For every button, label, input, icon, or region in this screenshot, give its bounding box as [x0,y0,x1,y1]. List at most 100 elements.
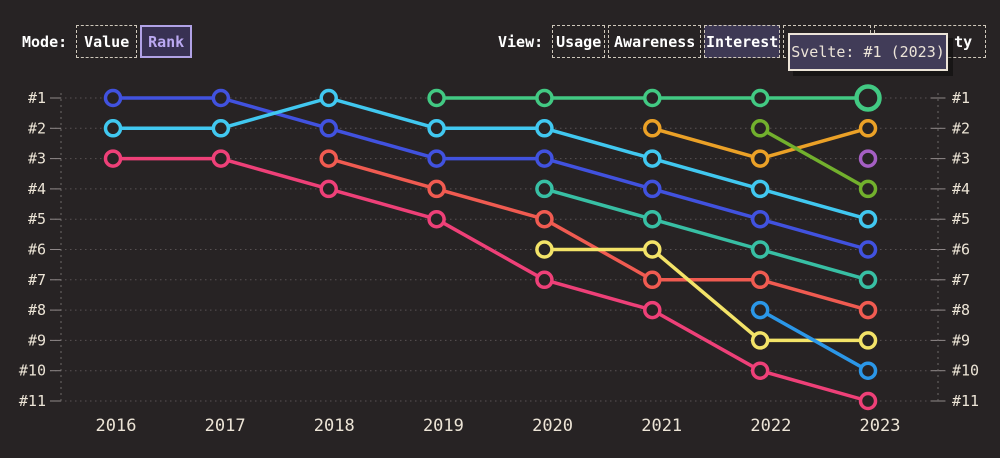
rank-label-right: #5 [952,210,970,228]
data-point[interactable] [103,88,123,108]
rank-label-right: #3 [952,150,970,168]
rank-label-left: #7 [28,271,46,289]
year-label: 2019 [423,416,464,436]
data-point[interactable] [103,149,123,168]
data-point[interactable] [643,240,662,259]
series-line-8[interactable] [758,126,870,191]
rank-label-left: #8 [28,301,46,319]
rank-label-right: #7 [952,271,970,289]
series-line-2[interactable] [111,156,870,403]
data-point[interactable] [750,149,770,168]
series-line-3[interactable] [326,156,870,312]
rank-label-left: #2 [28,119,46,137]
view-interest-button[interactable]: Interest [704,25,781,58]
rank-label-right: #11 [952,392,979,410]
rank-label-left: #4 [28,180,46,198]
data-point[interactable] [858,119,878,138]
data-point[interactable] [427,209,446,229]
data-point[interactable] [858,331,878,350]
data-point[interactable] [535,270,554,290]
data-point[interactable] [858,149,878,168]
year-label: 2023 [860,416,901,436]
data-point[interactable] [427,88,446,108]
series-line-9[interactable] [758,308,870,373]
data-point[interactable] [211,88,231,108]
year-label: 2022 [750,416,791,436]
data-point[interactable] [319,119,338,138]
data-point[interactable] [643,300,662,320]
data-point[interactable] [643,149,662,168]
data-point[interactable] [858,300,878,320]
series-line-0[interactable] [111,96,870,252]
rank-label-right: #1 [952,89,970,107]
data-point[interactable] [858,361,878,380]
data-point[interactable] [750,119,770,138]
rank-label-left: #6 [28,241,46,259]
data-point[interactable] [750,209,770,229]
rank-label-right: #8 [952,301,970,319]
data-point[interactable] [535,209,554,229]
mode-rank-button[interactable]: Rank [140,25,193,58]
rank-label-left: #1 [28,89,46,107]
data-point[interactable] [643,119,662,138]
rank-label-left: #9 [28,331,46,349]
data-point[interactable] [750,88,770,108]
year-label: 2016 [96,416,137,436]
data-point[interactable] [319,149,338,168]
year-label: 2021 [641,416,682,436]
data-point[interactable] [211,119,231,138]
data-point[interactable] [858,270,878,290]
view-label: View: [498,32,544,51]
data-point[interactable] [750,240,770,259]
data-point[interactable] [858,209,878,229]
data-point[interactable] [750,361,770,380]
data-point[interactable] [319,88,338,108]
rank-label-left: #10 [19,362,46,380]
year-label: 2020 [532,416,573,436]
rank-label-left: #3 [28,150,46,168]
data-point[interactable] [858,179,878,199]
data-point[interactable] [858,391,878,411]
data-point[interactable] [427,149,446,168]
data-point[interactable] [750,270,770,290]
data-point[interactable] [643,270,662,290]
mode-toolbar: Mode: Value Rank [22,25,193,58]
series-line-5[interactable] [542,187,870,282]
rank-label-right: #10 [952,362,979,380]
data-point[interactable] [427,179,446,199]
series-line-1[interactable] [111,96,870,221]
data-point[interactable] [535,119,554,138]
data-point[interactable] [211,149,231,168]
rank-label-right: #4 [952,180,970,198]
mode-label: Mode: [22,32,68,51]
data-point[interactable] [535,240,554,259]
rank-label-right: #9 [952,331,970,349]
data-point[interactable] [858,240,878,259]
data-point[interactable] [643,88,662,108]
mode-value-button[interactable]: Value [76,25,138,58]
data-point[interactable] [750,179,770,199]
rank-label-left: #5 [28,210,46,228]
view-toolbar: View: Usage Awareness Interest ty [498,25,987,58]
view-awareness-button[interactable]: Awareness [608,25,702,58]
data-point[interactable] [319,179,338,199]
data-point[interactable] [643,179,662,199]
rank-label-right: #2 [952,119,970,137]
data-point[interactable] [535,149,554,168]
view-usage-button[interactable]: Usage [552,25,606,58]
data-point[interactable] [535,88,554,108]
chart-tooltip-text: Svelte: #1 (2023) [791,43,945,61]
rank-label-right: #6 [952,241,970,259]
data-point[interactable] [643,209,662,229]
data-point[interactable] [103,119,123,138]
data-point-highlighted[interactable] [854,84,882,112]
data-point[interactable] [750,331,770,350]
data-point[interactable] [535,179,554,199]
year-label: 2017 [205,416,246,436]
rank-label-left: #11 [19,392,46,410]
data-point[interactable] [427,119,446,138]
data-point[interactable] [750,300,770,320]
year-label: 2018 [314,416,355,436]
